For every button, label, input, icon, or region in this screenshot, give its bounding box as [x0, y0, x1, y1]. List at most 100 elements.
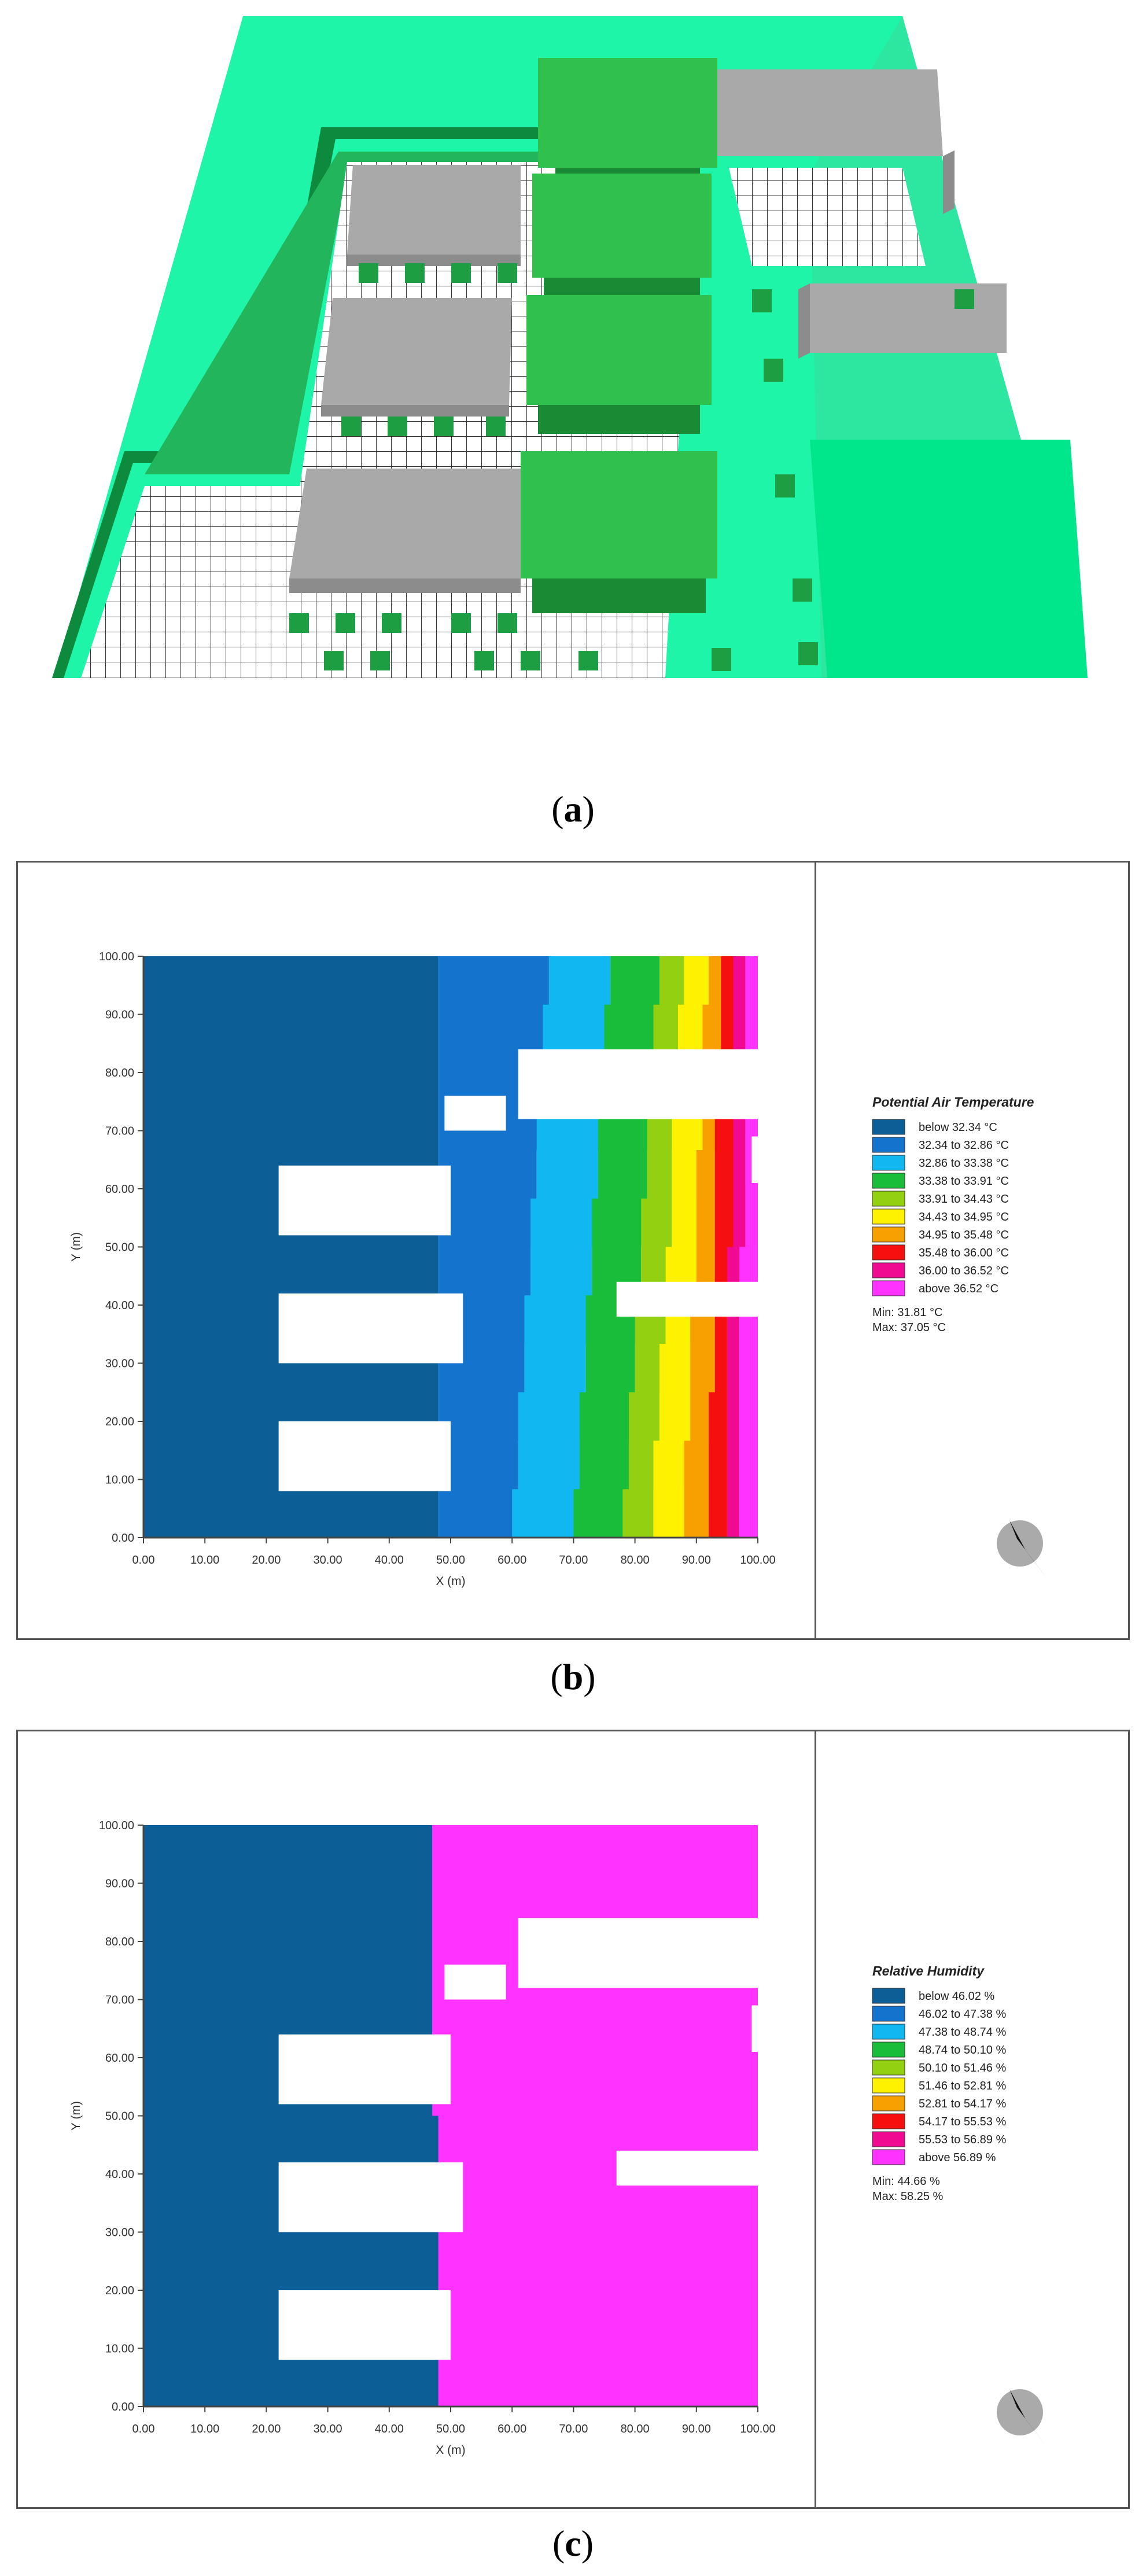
x-tick-label: 70.00: [559, 1554, 588, 1567]
x-axis-label: X (m): [436, 2444, 465, 2457]
temperature-heatmap-chart: 0.00 10.00 20.00 30.00 40.00 50.00 60.00 70.00 8…: [69, 950, 1048, 1588]
building-footprint: [518, 1049, 758, 1119]
y-tick-label: 50.00: [105, 2110, 134, 2123]
legend-label: below 46.02 %: [919, 1990, 994, 2003]
legend-label: 32.34 to 32.86 °C: [919, 1139, 1009, 1152]
legend-label: 55.53 to 56.89 %: [919, 2133, 1006, 2146]
x-tick-label: 20.00: [252, 1554, 281, 1567]
humidity-heatmap-chart: 0.00 10.00 20.00 30.00 40.00 50.00 60.00 70.00 8…: [69, 1819, 1048, 2457]
x-tick-label: 80.00: [621, 2423, 650, 2435]
shrubs: [289, 263, 974, 671]
y-axis-label: Y (m): [69, 2101, 83, 2131]
legend-swatch: [872, 2024, 905, 2040]
north-arrow-disc: [997, 2389, 1043, 2435]
building-footprint: [751, 2005, 758, 2052]
paved-area-east: [729, 168, 926, 266]
legend-swatch: [872, 1119, 905, 1135]
legend-swatch: [872, 1137, 905, 1153]
min-stat: Min: 31.81 °C: [872, 1306, 942, 1319]
y-tick-label: 80.00: [105, 1936, 134, 1948]
y-tick-label: 10.00: [105, 1474, 134, 1487]
north-arrow-icon: [997, 2389, 1048, 2448]
tree-canopy-2: [532, 174, 712, 301]
heatmap-band: [143, 956, 438, 1538]
legend-label: 33.38 to 33.91 °C: [919, 1175, 1009, 1188]
legend-label: 32.86 to 33.38 °C: [919, 1157, 1009, 1170]
x-tick-label: 100.00: [740, 2423, 775, 2435]
building-footprint: [444, 1096, 506, 1131]
y-tick-label: 40.00: [105, 2168, 134, 2181]
legend-label: 36.00 to 36.52 °C: [919, 1265, 1009, 1277]
panel-divider: [815, 863, 816, 1638]
y-tick-label: 20.00: [105, 1416, 134, 1428]
legend-swatch: [872, 2095, 905, 2111]
x-tick-label: 60.00: [498, 1554, 526, 1567]
x-tick-label: 0.00: [132, 2423, 155, 2435]
legend-label: 33.91 to 34.43 °C: [919, 1193, 1009, 1206]
x-tick-label: 40.00: [375, 1554, 404, 1567]
y-tick-label: 30.00: [105, 2227, 134, 2239]
legend-swatch: [872, 1988, 905, 2004]
tree-canopy-3: [526, 295, 712, 434]
y-tick-label: 70.00: [105, 1994, 134, 2007]
y-tick-label: 50.00: [105, 1241, 134, 1254]
legend-label: below 32.34 °C: [919, 1121, 997, 1134]
legend-swatch: [872, 1280, 905, 1296]
building-5: [798, 283, 1007, 359]
legend-swatch: [872, 2113, 905, 2129]
legend-swatch: [872, 2077, 905, 2094]
x-tick-label: 50.00: [436, 2423, 465, 2435]
x-tick-label: 90.00: [682, 1554, 711, 1567]
legend-swatch: [872, 1226, 905, 1243]
x-tick-label: 40.00: [375, 2423, 404, 2435]
y-tick-label: 10.00: [105, 2343, 134, 2356]
y-tick-label: 20.00: [105, 2284, 134, 2297]
legend-swatch: [872, 2041, 905, 2058]
y-tick-label: 100.00: [99, 950, 134, 963]
building-footprint: [444, 1965, 506, 2000]
legend-swatch: [872, 2131, 905, 2147]
ground-lower-right: [810, 440, 1088, 678]
x-tick-label: 80.00: [621, 1554, 650, 1567]
building-footprint: [278, 2290, 451, 2360]
legend-title: Potential Air Temperature: [872, 1094, 1034, 1110]
legend-label: above 56.89 %: [919, 2151, 996, 2164]
caption-a: (a): [551, 788, 595, 830]
legend-label: above 36.52 °C: [919, 1283, 998, 1295]
building-footprint: [278, 2034, 451, 2105]
3d-site-model: [52, 16, 1088, 678]
x-tick-label: 10.00: [190, 2423, 219, 2435]
legend-label: 54.17 to 55.53 %: [919, 2116, 1006, 2128]
caption-c: (c): [552, 2523, 594, 2564]
y-axis-label: Y (m): [69, 1232, 83, 1262]
legend-swatch: [872, 1173, 905, 1189]
legend-label: 34.95 to 35.48 °C: [919, 1229, 1009, 1241]
y-tick-label: 30.00: [105, 1358, 134, 1370]
y-tick-label: 40.00: [105, 1299, 134, 1312]
building-1: [347, 165, 521, 266]
max-stat: Max: 58.25 %: [872, 2190, 944, 2203]
legend-swatch: [872, 1244, 905, 1261]
building-footprint: [278, 2162, 463, 2232]
caption-b: (b): [550, 1656, 596, 1697]
building-footprint: [616, 1281, 758, 1317]
y-tick-label: 0.00: [112, 2401, 134, 2413]
legend-swatch: [872, 1262, 905, 1278]
building-footprint: [518, 1918, 758, 1988]
y-tick-label: 70.00: [105, 1125, 134, 1138]
legend-title: Relative Humidity: [872, 1963, 985, 1978]
y-tick-label: 0.00: [112, 1532, 134, 1545]
legend-swatch: [872, 2006, 905, 2022]
legend-label: 34.43 to 34.95 °C: [919, 1211, 1009, 1223]
legend-label: 47.38 to 48.74 %: [919, 2026, 1006, 2039]
legend-label: 52.81 to 54.17 %: [919, 2098, 1006, 2110]
legend-swatch: [872, 1155, 905, 1171]
paved-area-west: [81, 486, 301, 678]
y-tick-label: 60.00: [105, 1183, 134, 1196]
y-tick-label: 60.00: [105, 2052, 134, 2065]
panel-divider: [815, 1731, 816, 2507]
y-tick-label: 90.00: [105, 1878, 134, 1890]
min-stat: Min: 44.66 %: [872, 2175, 940, 2188]
building-footprint: [616, 2150, 758, 2186]
building-4: [694, 69, 955, 214]
